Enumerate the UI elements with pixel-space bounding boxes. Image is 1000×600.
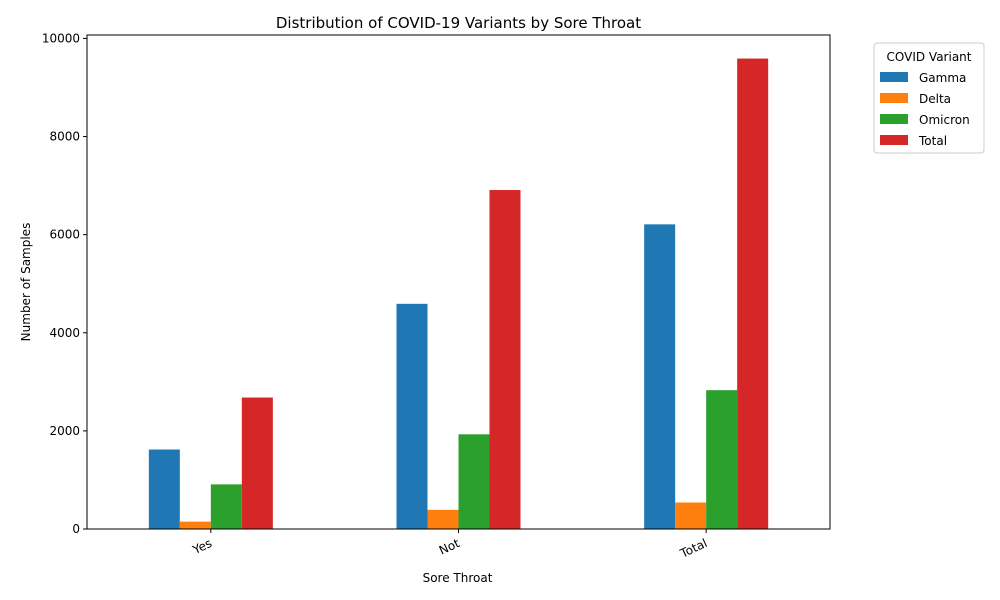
x-tick-label: Total [677, 536, 709, 561]
bar-omicron-not [458, 434, 490, 529]
bar-delta-not [427, 509, 459, 529]
y-tick-label: 10000 [42, 31, 80, 45]
bar-gamma-not [396, 303, 428, 529]
legend-label-gamma: Gamma [919, 71, 966, 85]
legend-box [873, 42, 985, 154]
bar-delta-total [675, 502, 707, 529]
legend-swatch-omicron [880, 114, 908, 124]
bar-gamma-total [644, 224, 676, 529]
legend-swatch-gamma [880, 72, 908, 82]
plot-frame [86, 34, 831, 530]
x-axis: Yes Not Total [190, 529, 709, 561]
legend-swatch-total [880, 135, 908, 145]
bar-gamma-yes [148, 449, 180, 529]
bar-delta-yes [179, 521, 211, 529]
bars-group [148, 58, 769, 530]
bar-total-total [737, 58, 769, 529]
x-axis-label: Sore Throat [423, 571, 493, 585]
legend-title: COVID Variant [887, 50, 972, 64]
bar-total-not [489, 190, 521, 530]
legend-label-omicron: Omicron [919, 113, 970, 127]
x-tick-label: Yes [190, 536, 214, 557]
legend: COVID Variant Gamma Delta Omicron Total [873, 42, 985, 154]
bar-omicron-yes [210, 484, 242, 529]
y-tick-label: 0 [72, 522, 80, 536]
y-axis: 0 2000 4000 6000 8000 10000 [42, 31, 87, 536]
legend-label-total: Total [918, 134, 947, 148]
bar-total-yes [241, 397, 273, 529]
x-tick-label: Not [437, 536, 462, 558]
legend-label-delta: Delta [919, 92, 951, 106]
y-axis-label: Number of Samples [19, 223, 33, 342]
y-tick-label: 4000 [49, 326, 80, 340]
legend-swatch-delta [880, 93, 908, 103]
y-tick-label: 6000 [49, 228, 80, 242]
y-tick-label: 2000 [49, 424, 80, 438]
chart-title: Distribution of COVID-19 Variants by Sor… [276, 14, 641, 32]
bar-omicron-total [706, 390, 738, 529]
y-tick-label: 8000 [49, 130, 80, 144]
